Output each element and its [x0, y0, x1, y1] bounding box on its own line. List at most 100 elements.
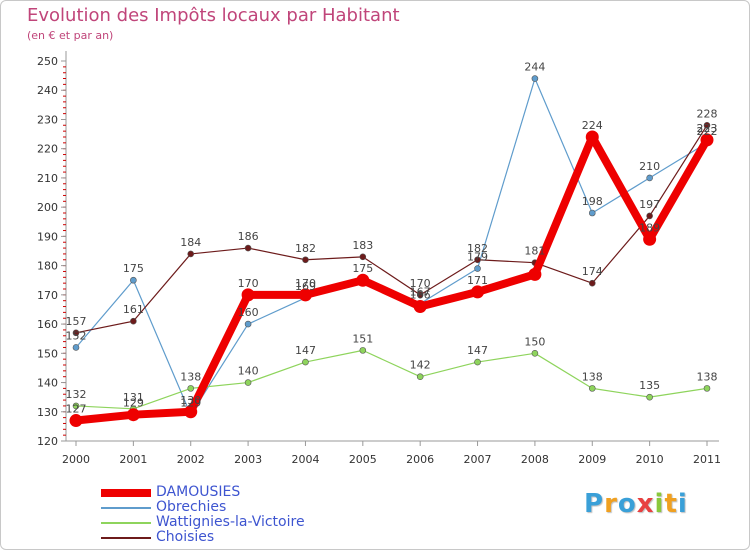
data-label: 170 [238, 277, 259, 290]
series-line-damousies [75, 133, 711, 425]
data-label: 129 [180, 397, 201, 410]
chart-subtitle: (en € et par an) [27, 29, 114, 42]
data-label: 170 [295, 277, 316, 290]
data-labels: 1571521321271751611311291841381301291861… [66, 61, 718, 416]
data-label: 130 [180, 394, 201, 407]
y-tick-label: 230 [37, 113, 58, 126]
data-point [474, 358, 481, 366]
data-label: 223 [697, 122, 718, 135]
data-label: 189 [639, 221, 660, 234]
y-tick-label: 250 [37, 55, 58, 68]
x-tick-label: 2006 [406, 453, 434, 466]
data-label: 170 [410, 277, 431, 290]
data-point [302, 358, 309, 366]
data-label: 169 [295, 280, 316, 293]
logo-letter: o [617, 489, 637, 519]
data-point [474, 265, 481, 272]
legend-swatch [101, 489, 151, 497]
data-point [126, 408, 140, 422]
data-point [588, 385, 596, 392]
data-point [474, 256, 481, 264]
data-label: 152 [66, 329, 87, 342]
series-line-obrechies [75, 77, 708, 416]
logo-letter: x [636, 489, 655, 519]
data-label: 179 [467, 251, 488, 264]
legend-swatch [101, 537, 151, 539]
y-tick-label: 240 [37, 84, 58, 97]
legend-label: Choisies [156, 529, 215, 545]
legend-label: Obrechies [156, 499, 227, 515]
data-point [72, 402, 80, 410]
data-label: 183 [352, 239, 373, 252]
y-tick-label: 180 [37, 260, 58, 273]
data-label: 142 [410, 359, 431, 372]
y-tick-label: 160 [37, 318, 58, 331]
data-point [72, 329, 80, 337]
data-point [302, 256, 309, 264]
series-lines [69, 75, 714, 428]
data-point [703, 385, 711, 392]
data-label: 150 [524, 335, 545, 348]
data-point [646, 174, 653, 182]
data-label: 182 [467, 242, 488, 255]
y-tick-label: 200 [37, 201, 58, 214]
y-tick-label: 140 [37, 377, 58, 390]
data-label: 151 [352, 332, 373, 345]
data-point [528, 267, 542, 281]
y-tick-label: 120 [37, 435, 58, 448]
data-point [531, 350, 539, 357]
data-label: 167 [410, 286, 431, 299]
data-point [244, 244, 252, 252]
x-tick-label: 2005 [349, 453, 377, 466]
y-tick-label: 210 [37, 172, 58, 185]
data-point [413, 300, 427, 314]
data-label: 175 [123, 262, 144, 275]
data-label: 135 [639, 379, 660, 392]
data-label: 198 [582, 195, 603, 208]
data-point [130, 276, 137, 284]
data-point [244, 379, 252, 386]
data-point [130, 317, 137, 325]
data-label: 182 [295, 242, 316, 255]
y-tick-label: 170 [37, 289, 58, 302]
data-point [700, 133, 714, 147]
data-label: 138 [697, 370, 718, 383]
data-point [585, 130, 599, 144]
data-point [646, 393, 653, 401]
logo-letter: i [654, 489, 665, 519]
data-point [359, 253, 367, 261]
legend-label: Wattignies-la-Victoire [156, 514, 305, 530]
data-label: 138 [180, 370, 201, 383]
x-tick-label: 2007 [464, 453, 492, 466]
x-tick-label: 2008 [521, 453, 549, 466]
x-tick-label: 2002 [177, 453, 205, 466]
data-label: 132 [66, 388, 87, 401]
data-label: 147 [295, 344, 316, 357]
x-tick-label: 2004 [291, 453, 319, 466]
data-point [69, 414, 83, 428]
data-point [244, 320, 252, 328]
data-point [416, 373, 424, 380]
logo-letter: P [584, 489, 605, 519]
data-label: 131 [123, 391, 144, 404]
legend-label: DAMOUSIES [156, 484, 241, 500]
series-line-wattignies-la-victoire [75, 349, 708, 410]
data-label: 186 [238, 230, 259, 243]
data-label: 197 [639, 198, 660, 211]
data-label: 127 [66, 403, 87, 416]
legend-swatch [101, 507, 151, 509]
data-point [72, 344, 80, 351]
data-label: 210 [639, 160, 660, 173]
x-tick-label: 2001 [119, 453, 147, 466]
data-point [298, 288, 312, 302]
data-point [187, 385, 195, 392]
data-label: 166 [410, 289, 431, 302]
x-tick-label: 2000 [62, 453, 90, 466]
y-tick-label: 190 [37, 230, 58, 243]
y-tick-label: 130 [37, 406, 58, 419]
data-label: 140 [238, 365, 259, 378]
data-point [646, 212, 653, 220]
x-tick-label: 2011 [693, 453, 721, 466]
